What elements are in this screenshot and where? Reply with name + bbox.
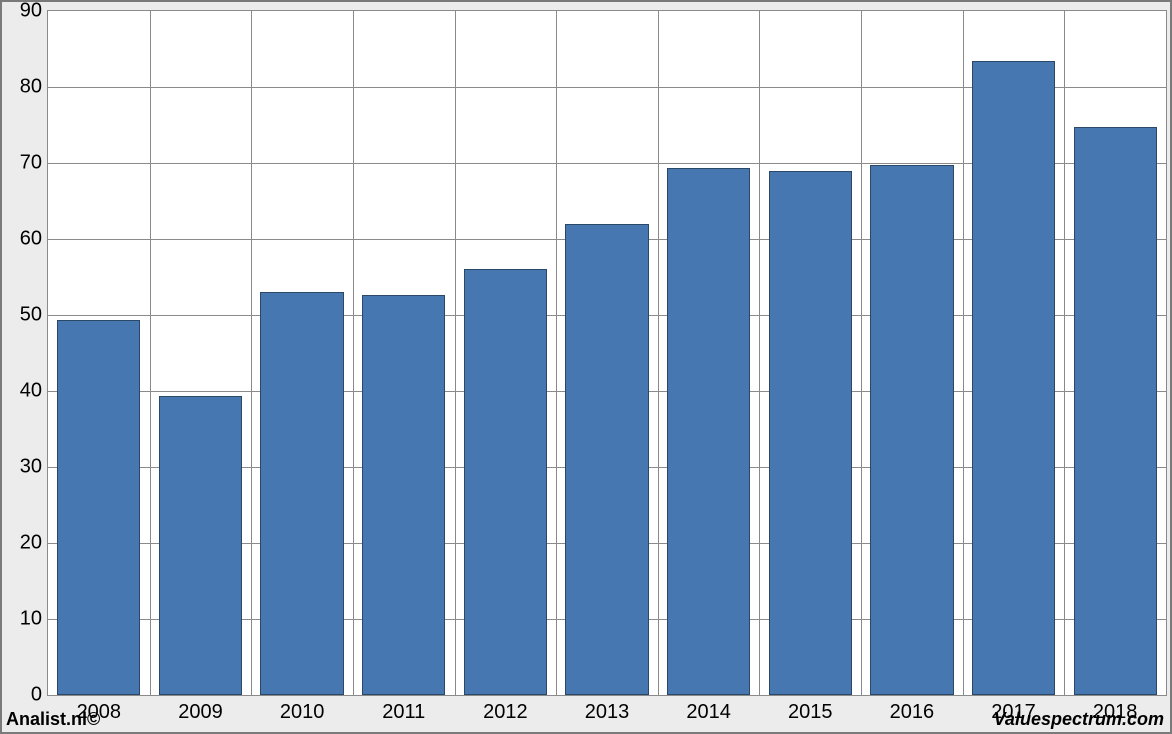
bar [57,320,140,695]
y-axis-tick-label: 50 [20,304,48,327]
bar [159,396,242,695]
x-axis-tick-label: 2011 [382,695,425,724]
y-axis-tick-label: 80 [20,76,48,99]
chart-frame: 0102030405060708090200820092010201120122… [0,0,1172,734]
bar [1074,127,1157,695]
gridline-vertical [861,11,862,695]
y-axis-tick-label: 30 [20,456,48,479]
y-axis-tick-label: 20 [20,532,48,555]
bar [260,292,343,695]
bar [870,165,953,695]
x-axis-tick-label: 2015 [788,695,833,724]
x-axis-tick-label: 2014 [686,695,731,724]
gridline-vertical [251,11,252,695]
credit-left: Analist.nl© [6,709,100,730]
x-axis-tick-label: 2013 [585,695,630,724]
bar [769,171,852,695]
credit-right: Valuespectrum.com [994,709,1164,730]
gridline-vertical [1064,11,1065,695]
bar [362,295,445,695]
bar [667,168,750,695]
gridline-vertical [658,11,659,695]
x-axis-tick-label: 2012 [483,695,528,724]
plot-area: 0102030405060708090200820092010201120122… [47,10,1167,696]
gridline-vertical [759,11,760,695]
gridline-vertical [455,11,456,695]
x-axis-tick-label: 2009 [178,695,223,724]
y-axis-tick-label: 60 [20,228,48,251]
y-axis-tick-label: 0 [31,684,48,707]
gridline-vertical [963,11,964,695]
bar [464,269,547,695]
y-axis-tick-label: 40 [20,380,48,403]
bar [972,61,1055,695]
y-axis-tick-label: 90 [20,0,48,23]
y-axis-tick-label: 70 [20,152,48,175]
gridline-vertical [556,11,557,695]
y-axis-tick-label: 10 [20,608,48,631]
bar [565,224,648,695]
gridline-vertical [150,11,151,695]
x-axis-tick-label: 2016 [890,695,935,724]
gridline-vertical [353,11,354,695]
x-axis-tick-label: 2010 [280,695,325,724]
